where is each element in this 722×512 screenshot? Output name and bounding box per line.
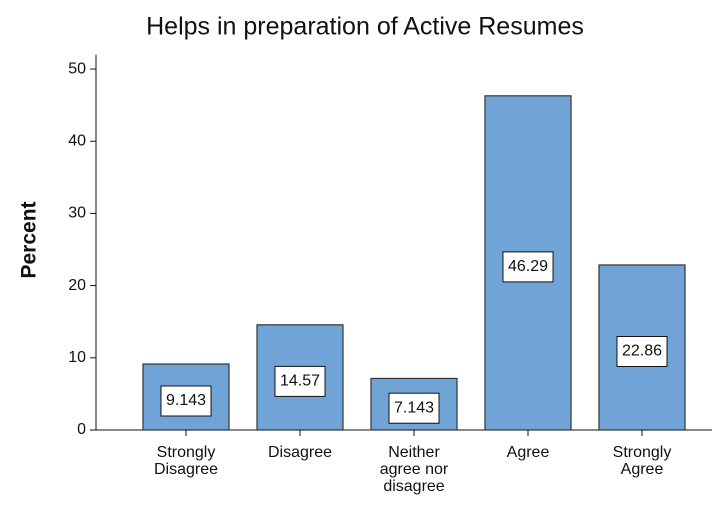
- value-label: 22.86: [622, 343, 662, 360]
- x-tick-label: Neither agree nor disagree: [379, 444, 449, 495]
- x-tick-label: Disagree: [267, 444, 333, 461]
- y-tick-label: 30: [68, 205, 86, 222]
- value-label-box: [274, 365, 326, 397]
- y-tick-label: 20: [68, 277, 86, 294]
- x-tick-label: Agree: [506, 444, 550, 461]
- y-tick-label: 40: [68, 132, 86, 149]
- y-tick-label: 50: [68, 60, 86, 77]
- y-tick-label: 0: [77, 421, 86, 438]
- value-label-box: [616, 335, 668, 367]
- value-label-box: [502, 251, 554, 283]
- value-label: 7.143: [394, 399, 434, 416]
- y-axis-label: Percent: [18, 201, 41, 278]
- chart-title: Helps in preparation of Active Resumes: [146, 13, 584, 41]
- x-tick-label: Strongly Agree: [612, 444, 672, 478]
- value-label: 9.143: [166, 392, 206, 409]
- value-label: 14.57: [280, 373, 320, 390]
- value-label-box: [160, 385, 212, 417]
- value-label-box: [388, 392, 440, 424]
- value-label: 46.29: [508, 258, 548, 275]
- x-tick-label: Strongly Disagree: [153, 444, 219, 478]
- y-tick-label: 10: [68, 349, 86, 366]
